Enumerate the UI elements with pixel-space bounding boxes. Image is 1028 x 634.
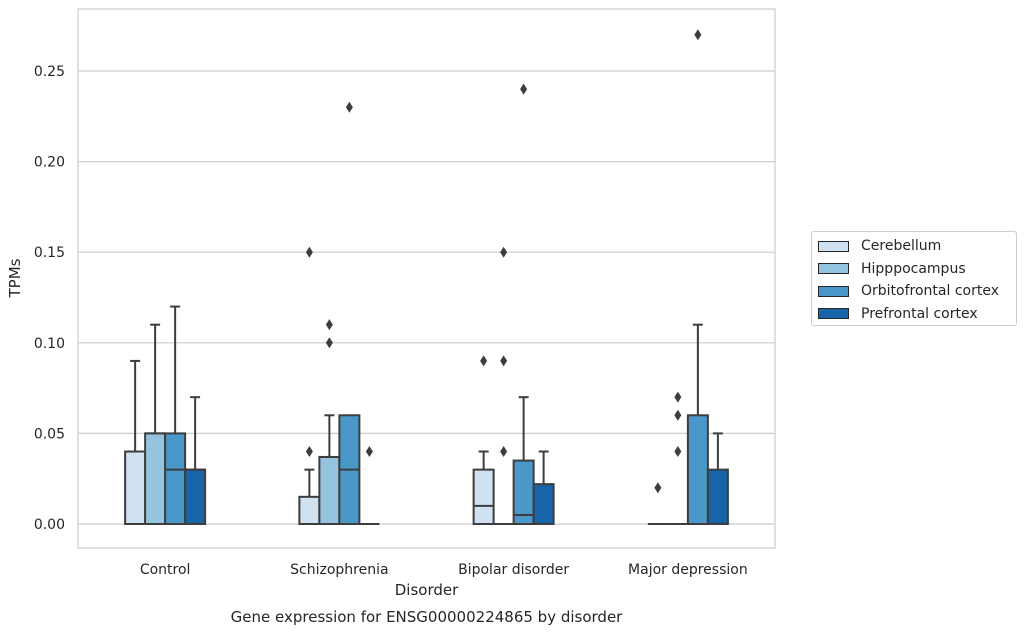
x-tick-label: Major depression — [628, 562, 748, 578]
x-tick-label: Schizophrenia — [290, 562, 388, 578]
box-body — [144, 432, 167, 525]
box-orbitofrontal-cortex — [512, 83, 535, 525]
box-orbitofrontal-cortex — [686, 29, 709, 525]
box-prefrontal-cortex — [706, 432, 729, 526]
y-axis-label: TPMs — [6, 258, 24, 298]
box-body — [318, 455, 341, 525]
legend-item: Orbitofrontal cortex — [818, 280, 1016, 303]
x-tick-label: Control — [140, 562, 191, 578]
box-cerebellum — [472, 355, 495, 526]
legend-swatch — [818, 263, 849, 275]
box-groups — [124, 29, 729, 526]
outlier-point — [345, 101, 353, 113]
y-tick-label: 0.10 — [34, 336, 65, 352]
outlier-point — [500, 246, 508, 258]
outlier-point — [674, 409, 682, 421]
x-axis-label: Disorder — [395, 581, 459, 599]
box-hipppocampus — [493, 246, 514, 525]
outlier-point — [325, 319, 333, 331]
box-body — [472, 468, 495, 526]
outlier-point — [674, 446, 682, 458]
legend-item: Cerebellum — [818, 235, 1016, 258]
outlier-point — [325, 337, 333, 349]
chart-title: Gene expression for ENSG00000224865 by d… — [231, 608, 624, 626]
y-tick-label: 0.00 — [34, 517, 65, 533]
legend-swatch — [818, 308, 849, 320]
box-cerebellum — [298, 246, 321, 526]
legend: Cerebellum Hipppocampus Orbitofrontal cort… — [811, 231, 1017, 326]
outlier-point — [500, 355, 508, 367]
box-body — [706, 468, 729, 526]
legend-swatch — [818, 285, 849, 297]
box-hipppocampus — [318, 319, 341, 525]
y-tick-label: 0.15 — [34, 245, 65, 261]
y-tick-label: 0.05 — [34, 426, 65, 442]
box-body — [532, 483, 555, 525]
legend-swatch — [818, 240, 849, 252]
legend-item: Prefrontal cortex — [818, 303, 1016, 326]
box-body — [686, 414, 709, 525]
legend-label: Orbitofrontal cortex — [861, 283, 999, 300]
x-tick-labels: Control Schizophrenia Bipolar disorder Majo… — [140, 562, 748, 578]
box-body — [164, 432, 187, 525]
box-body — [124, 450, 147, 525]
outlier-point — [654, 482, 662, 494]
outlier-point — [674, 391, 682, 403]
outlier-point — [480, 355, 488, 367]
y-tick-label: 0.20 — [34, 155, 65, 171]
y-tick-labels: 0.00 0.05 0.10 0.15 0.20 0.25 — [34, 64, 65, 533]
outlier-point — [365, 446, 373, 458]
outlier-point — [500, 446, 508, 458]
legend-label: Prefrontal cortex — [861, 305, 978, 322]
box-prefrontal-cortex — [359, 446, 380, 525]
outlier-point — [305, 446, 313, 458]
outlier-point — [694, 29, 702, 41]
legend-label: Cerebellum — [861, 238, 942, 255]
box-prefrontal-cortex — [184, 396, 207, 526]
box-body — [298, 495, 321, 526]
box-body — [184, 468, 207, 526]
outlier-point — [520, 83, 528, 95]
box-hipppocampus — [667, 391, 688, 525]
legend-label: Hipppocampus — [861, 260, 966, 277]
box-prefrontal-cortex — [532, 450, 555, 525]
y-tick-label: 0.25 — [34, 64, 65, 80]
legend-item: Hipppocampus — [818, 258, 1016, 281]
x-tick-label: Bipolar disorder — [458, 562, 569, 578]
box-orbitofrontal-cortex — [338, 101, 361, 525]
box-cerebellum — [647, 482, 668, 525]
outlier-point — [305, 246, 313, 258]
